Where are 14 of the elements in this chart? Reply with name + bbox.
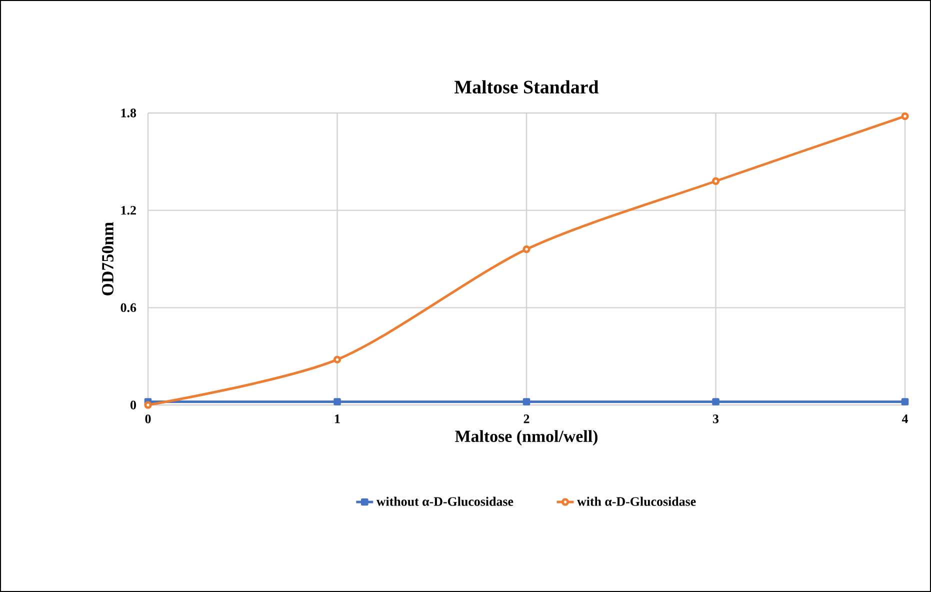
y-tick-label: 1.2 <box>121 206 136 215</box>
y-axis-title: OD750nm <box>102 222 114 296</box>
y-tick-label: 1.8 <box>121 108 136 118</box>
chart-title: Maltose Standard <box>454 80 599 94</box>
legend-label: with α-D-Glucosidase <box>577 496 696 506</box>
y-tick-label: 0.6 <box>120 303 136 312</box>
x-tick-label: 1 <box>335 414 340 424</box>
y-tick-label: 0 <box>130 400 136 410</box>
x-tick-label: 2 <box>524 414 530 424</box>
x-tick-label: 4 <box>902 414 908 424</box>
x-tick-label: 3 <box>713 414 719 424</box>
legend-label: without α-D-Glucosidase <box>376 496 514 506</box>
x-tick-label: 0 <box>145 414 151 424</box>
x-axis-title: Maltose (nmol/well) <box>455 430 598 446</box>
